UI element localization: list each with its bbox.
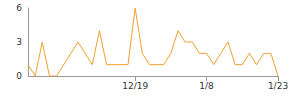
svg-text:1/23: 1/23 xyxy=(268,81,288,91)
svg-text:12/19: 12/19 xyxy=(122,81,148,91)
svg-text:6: 6 xyxy=(16,3,22,13)
svg-text:1/8: 1/8 xyxy=(199,81,214,91)
svg-text:3: 3 xyxy=(16,37,22,47)
svg-text:0: 0 xyxy=(16,71,22,81)
